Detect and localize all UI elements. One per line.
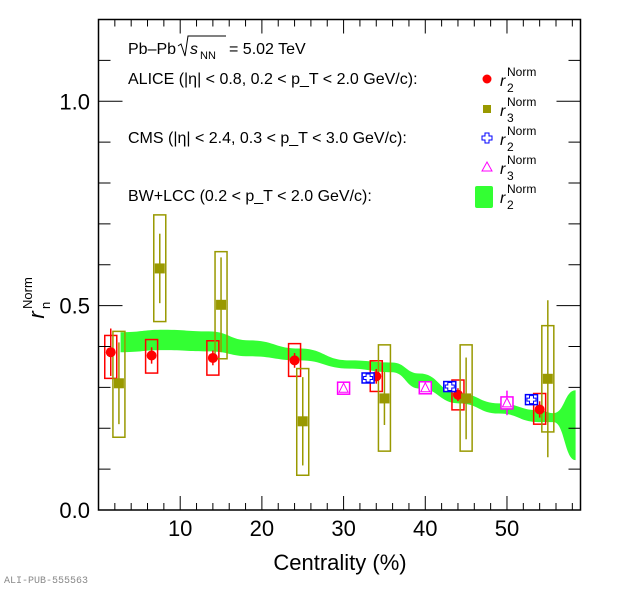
legend-label-sub: 2 bbox=[507, 198, 514, 212]
data-point-cms-r2 bbox=[444, 382, 455, 392]
legend-label-sup: Norm bbox=[507, 124, 536, 138]
ticks-layer bbox=[98, 19, 581, 510]
systematic-box bbox=[295, 367, 310, 477]
legend-label-sub: 2 bbox=[507, 81, 514, 95]
x-tick-label: 50 bbox=[495, 516, 519, 541]
markers-layer bbox=[105, 263, 553, 427]
data-point-alice-r3 bbox=[154, 263, 165, 274]
data-point-cms-r2 bbox=[526, 395, 537, 405]
systematic-box bbox=[206, 340, 220, 376]
data-point-alice-r3 bbox=[542, 373, 553, 384]
legend-label-main: r bbox=[500, 190, 506, 207]
data-point-alice-r3 bbox=[297, 416, 308, 427]
y-axis-title-main: r bbox=[24, 310, 49, 319]
legend-marker-band bbox=[475, 186, 493, 208]
legend-label-main: r bbox=[500, 161, 506, 178]
legend-marker-circle bbox=[482, 74, 492, 84]
systematic-box bbox=[377, 344, 392, 452]
data-point-cms-r2 bbox=[363, 373, 374, 383]
data-point-alice-r2 bbox=[289, 355, 300, 366]
legend-label-sup: Norm bbox=[507, 65, 536, 79]
data-point-alice-r3 bbox=[113, 378, 124, 389]
legend-label-sup: Norm bbox=[507, 153, 536, 167]
legend-label-main: r bbox=[500, 132, 506, 149]
alice-label: ALICE (|η| < 0.8, 0.2 < p_T < 2.0 GeV/c)… bbox=[128, 71, 418, 88]
x-axis-title: Centrality (%) bbox=[273, 550, 406, 575]
energy-value: = 5.02 TeV bbox=[229, 41, 306, 58]
data-point-alice-r2 bbox=[105, 347, 116, 358]
y-tick-label: 0.0 bbox=[59, 498, 90, 523]
legend-label-sub: 2 bbox=[507, 140, 514, 154]
model-band-layer bbox=[120, 329, 576, 461]
legend-marker-triangle bbox=[481, 160, 493, 172]
tick-labels-layer: 10 20 30 40 50 0.0 0.5 1.0 bbox=[59, 89, 519, 541]
data-point-cms-r2-box bbox=[361, 372, 375, 384]
data-point-cms-r3 bbox=[419, 381, 431, 393]
x-tick-label: 40 bbox=[413, 516, 437, 541]
x-tick-label: 20 bbox=[250, 516, 274, 541]
systematic-box bbox=[287, 342, 302, 378]
bw-label: BW+LCC (0.2 < p_T < 2.0 GeV/c): bbox=[128, 188, 372, 205]
publication-id: ALI-PUB-555563 bbox=[4, 576, 89, 587]
data-point-cms-r3 bbox=[338, 382, 349, 393]
data-point-alice-r2 bbox=[534, 404, 545, 415]
x-tick-label: 30 bbox=[331, 516, 355, 541]
systematic-box bbox=[214, 250, 228, 360]
legend-marker-square bbox=[483, 105, 491, 113]
data-point-alice-r3 bbox=[461, 393, 472, 404]
y-axis-title: r n Norm bbox=[20, 277, 53, 318]
legend-label-main: r bbox=[500, 103, 506, 120]
data-point-cms-r2-box bbox=[443, 380, 457, 393]
legend-marker-cross bbox=[481, 132, 493, 144]
x-tick-label: 10 bbox=[168, 516, 192, 541]
bw-lcc-band bbox=[120, 329, 576, 461]
y-tick-label: 1.0 bbox=[59, 89, 90, 114]
y-axis-title-sub: n bbox=[38, 302, 53, 309]
cms-label: CMS (|η| < 2.4, 0.3 < p_T < 3.0 GeV/c): bbox=[128, 130, 407, 147]
systematic-box bbox=[112, 330, 126, 438]
energy-symbol: s bbox=[190, 41, 198, 58]
data-point-alice-r3 bbox=[379, 393, 390, 404]
legend-label-sup: Norm bbox=[507, 95, 536, 109]
legend-label-sub: 3 bbox=[507, 111, 514, 125]
data-point-cms-r2-box bbox=[524, 393, 539, 406]
systematic-box bbox=[144, 338, 159, 374]
data-point-alice-r2 bbox=[207, 352, 218, 363]
data-point-alice-r2 bbox=[146, 350, 157, 361]
system-label: Pb–Pb bbox=[128, 41, 176, 58]
legend-label-main: r bbox=[500, 73, 506, 90]
systematic-box bbox=[153, 214, 167, 323]
legend-label-sup: Norm bbox=[507, 182, 536, 196]
legend-label-sub: 3 bbox=[507, 169, 514, 183]
system-annotation: Pb–Pb s NN = 5.02 TeV bbox=[128, 35, 306, 62]
systematic-box bbox=[532, 392, 547, 425]
data-point-alice-r3 bbox=[216, 299, 227, 310]
y-tick-label: 0.5 bbox=[59, 294, 90, 319]
y-axis-title-sup: Norm bbox=[20, 277, 35, 309]
sqrt-icon bbox=[177, 35, 226, 57]
data-point-cms-r3 bbox=[501, 396, 513, 408]
energy-subscript: NN bbox=[200, 50, 216, 62]
